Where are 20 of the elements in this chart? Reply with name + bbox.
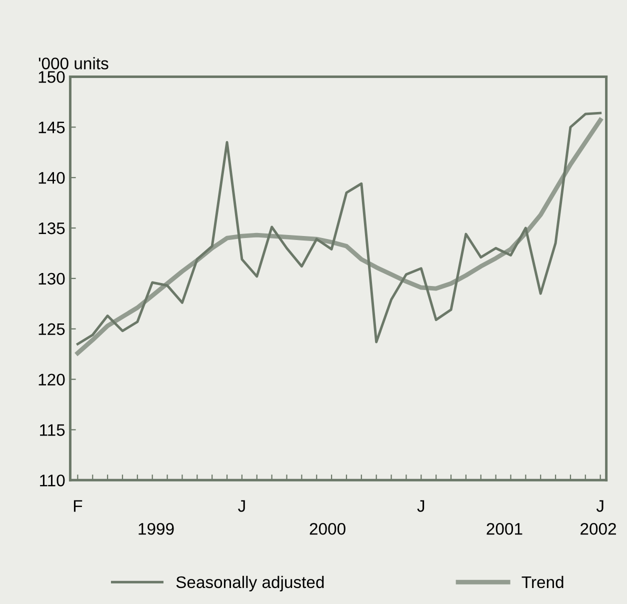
text: 1999 <box>138 522 174 535</box>
y-tick-label: 120 <box>38 374 65 386</box>
x-tick-label: J <box>417 500 424 512</box>
x-tick-label: J <box>238 500 245 512</box>
x-tick-label: J <box>596 500 604 512</box>
y-tick-label: 145 <box>38 122 65 134</box>
y-tick-label: 115 <box>40 424 65 436</box>
legend-label: Trend <box>522 576 564 588</box>
y-tick-label: 125 <box>38 323 65 336</box>
y-axis-title: '000 units <box>38 57 108 70</box>
text: 2002 <box>580 522 616 535</box>
y-tick-label: 150 <box>38 71 65 83</box>
text: 2001 <box>486 522 522 535</box>
legend-label: Seasonally adjusted <box>176 576 324 592</box>
y-tick-label: 135 <box>38 222 65 234</box>
y-tick-label: 130 <box>38 272 65 285</box>
y-tick-label: 110 <box>40 474 65 486</box>
text: 2000 <box>310 522 346 535</box>
x-tick-label: F <box>74 500 82 512</box>
y-tick-label: 140 <box>38 172 65 184</box>
